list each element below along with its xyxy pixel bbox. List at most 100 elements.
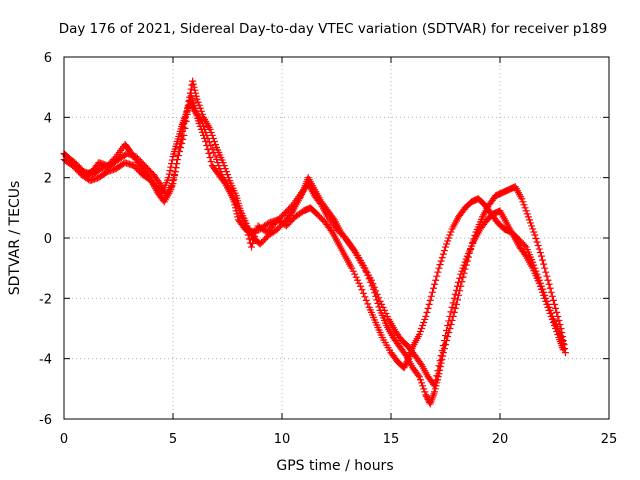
data-point (549, 318, 557, 326)
x-tick-label: 20 (492, 432, 509, 447)
data-point (442, 243, 449, 251)
data-point (422, 312, 430, 320)
data-point (436, 363, 444, 371)
data-point (177, 144, 185, 151)
data-point (518, 195, 526, 203)
data-point (547, 288, 555, 296)
data-point (382, 309, 390, 317)
data-point (400, 364, 408, 372)
data-point (519, 198, 527, 206)
data-point (446, 312, 454, 320)
x-tick-label: 5 (169, 432, 177, 447)
data-point (543, 300, 551, 308)
data-point (419, 382, 427, 390)
x-axis-label: GPS time / hours (276, 458, 393, 474)
data-point (242, 223, 250, 231)
data-point (434, 373, 442, 381)
data-point (433, 372, 441, 380)
data-point (166, 167, 174, 175)
data-point (375, 294, 383, 302)
data-point (367, 276, 375, 284)
data-point (444, 321, 452, 329)
data-point (434, 268, 442, 276)
data-point (173, 156, 181, 164)
data-point (196, 122, 204, 130)
data-point (443, 327, 451, 335)
data-point (547, 312, 555, 320)
data-point (553, 328, 561, 336)
data-point (191, 86, 199, 94)
data-point (524, 213, 532, 221)
data-point (455, 291, 463, 299)
data-point (449, 299, 457, 307)
data-point (451, 304, 459, 312)
data-point (453, 296, 461, 304)
data-point (426, 296, 434, 304)
x-tick-label: 25 (601, 432, 618, 447)
series-track-c (62, 89, 567, 390)
x-tick-label: 0 (60, 432, 68, 447)
data-point (220, 162, 228, 170)
data-point (457, 270, 465, 278)
data-point (539, 256, 547, 264)
data-point (548, 315, 556, 323)
data-point (436, 261, 444, 269)
data-point (189, 77, 197, 85)
data-point (225, 174, 233, 182)
data-point (447, 308, 455, 316)
data-point (453, 282, 461, 290)
data-point (460, 261, 468, 269)
data-point (202, 137, 210, 145)
data-point (546, 309, 554, 317)
data-point (536, 249, 544, 257)
data-point (340, 232, 348, 240)
data-point (450, 294, 458, 302)
data-point (416, 376, 424, 384)
data-point (451, 290, 459, 298)
data-point (206, 154, 214, 162)
data-point (358, 286, 366, 294)
data-point (462, 255, 470, 263)
data-point (548, 292, 556, 300)
data-point (174, 152, 182, 160)
data-point (529, 225, 537, 233)
data-point (421, 315, 429, 323)
data-point (183, 110, 191, 118)
data-point (234, 213, 242, 221)
y-tick-label: -6 (39, 413, 52, 428)
data-point (430, 380, 438, 388)
data-point (544, 303, 552, 311)
data-point (415, 331, 423, 339)
data-point (556, 320, 564, 328)
data-point (438, 356, 446, 364)
data-point (424, 304, 432, 312)
data-point (420, 318, 428, 326)
data-point (182, 117, 190, 125)
data-point (431, 388, 439, 396)
data-point (431, 382, 439, 390)
data-point (528, 222, 536, 230)
y-tick-label: -2 (39, 292, 52, 307)
data-point (421, 388, 429, 396)
data-point (530, 228, 538, 236)
data-point (193, 95, 201, 103)
data-point (541, 264, 549, 272)
data-point (383, 312, 391, 320)
data-point (521, 242, 529, 250)
data-point (422, 391, 430, 399)
data-point (540, 260, 548, 268)
data-point (204, 146, 212, 154)
data-point (423, 308, 431, 316)
data-point (361, 293, 369, 301)
data-point (431, 385, 439, 393)
data-point (356, 282, 364, 290)
data-point (327, 226, 335, 234)
axis-ticks: 0 5 10 15 20 25 -6 -4 -2 0 2 4 6 (39, 51, 617, 447)
data-point (415, 373, 423, 381)
data-point (155, 178, 163, 186)
data-point (552, 304, 560, 312)
data-point (359, 289, 367, 297)
data-point (418, 325, 426, 332)
data-point (376, 297, 384, 305)
